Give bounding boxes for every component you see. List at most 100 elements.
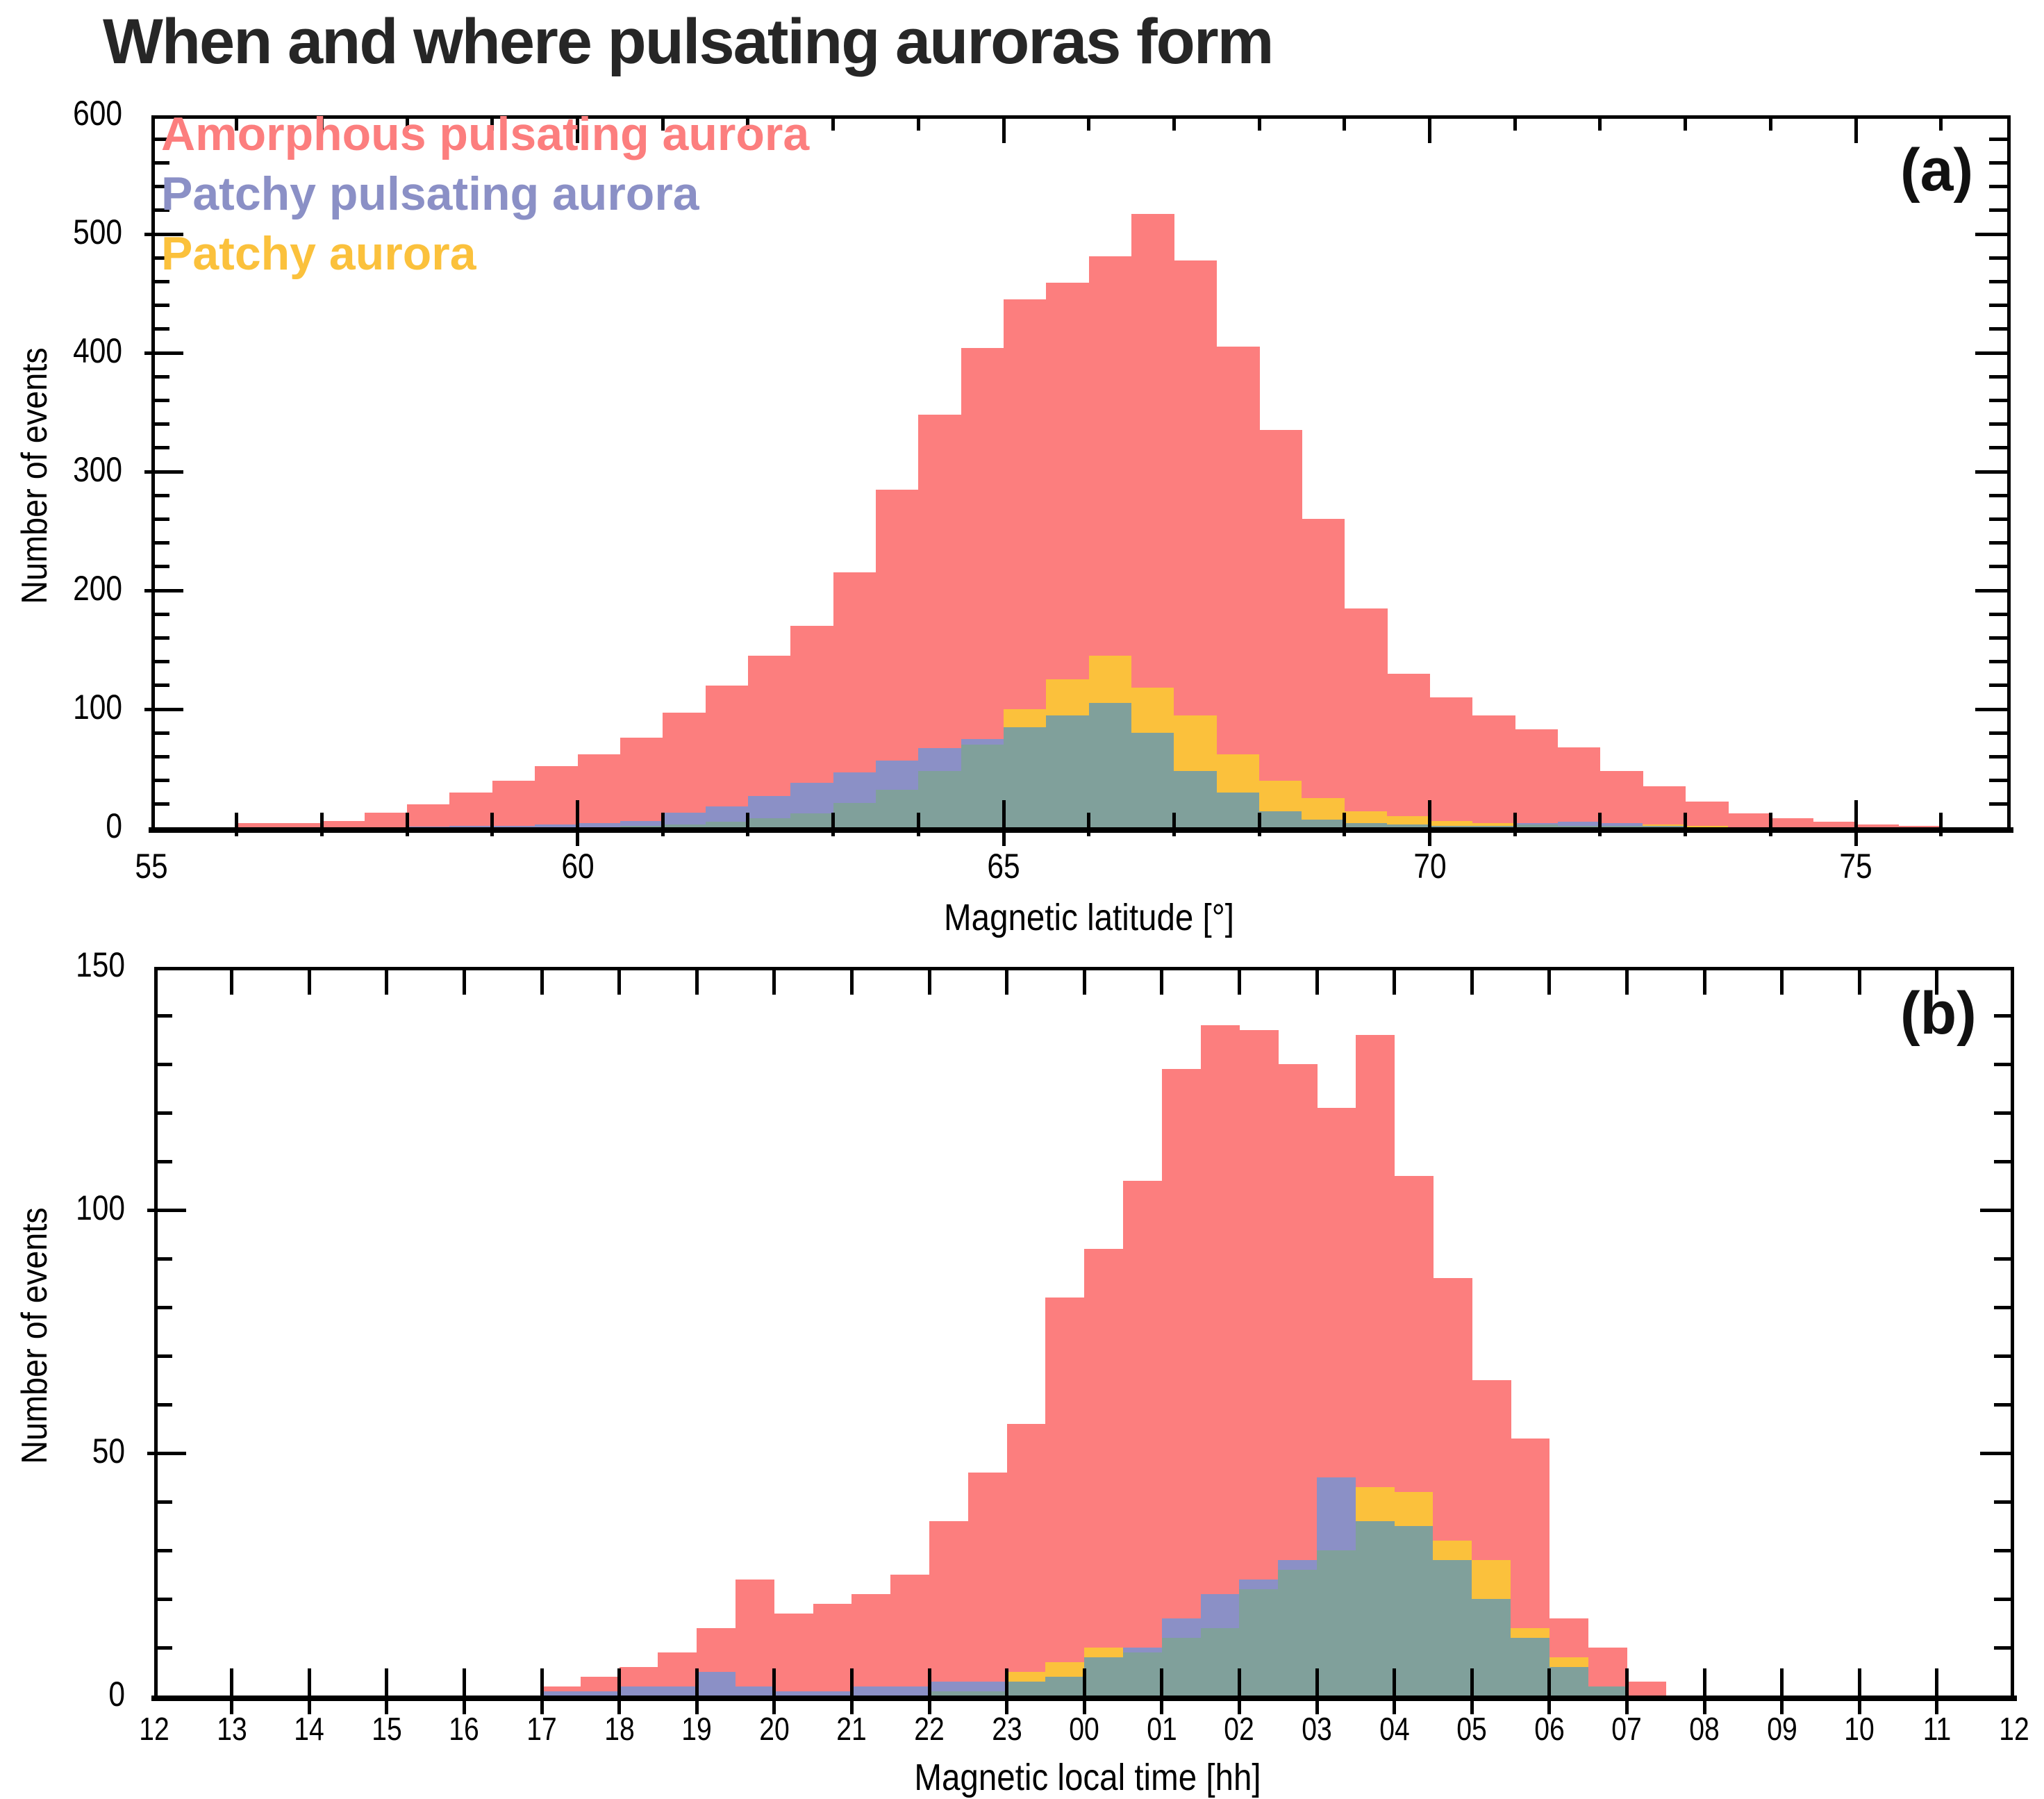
bar-patchy-pulsating	[851, 1686, 891, 1696]
y-tick-right	[1989, 754, 2007, 758]
bar-overlap	[1174, 770, 1218, 828]
bar-patchy-pulsating	[658, 1686, 697, 1696]
x-tick	[927, 1668, 931, 1714]
y-tick-right	[1994, 1548, 2012, 1552]
bar-overlap	[967, 1691, 1008, 1696]
bar-patchy-pulsating	[813, 1691, 852, 1696]
bar-overlap	[1549, 1667, 1589, 1696]
bar-amorphous	[1006, 1424, 1046, 1696]
bar-amorphous	[1084, 1249, 1124, 1696]
y-tick	[151, 754, 169, 758]
y-tick-label: 600	[73, 94, 122, 133]
bar-overlap	[1216, 792, 1260, 828]
y-tick	[154, 1500, 172, 1504]
x-tick	[1598, 813, 1602, 836]
x-tick	[1939, 813, 1943, 836]
y-tick-label: 200	[73, 569, 122, 608]
y-tick	[151, 304, 169, 308]
x-tick-label: 60	[560, 847, 595, 886]
bar-patchy-pulsating	[535, 824, 579, 828]
y-tick-label: 150	[76, 945, 125, 984]
y-tick	[151, 256, 169, 260]
y-tick-right	[1989, 304, 2007, 308]
bar-amorphous	[1200, 1025, 1240, 1696]
bar-amorphous	[1123, 1181, 1163, 1696]
x-tick	[1393, 1668, 1397, 1714]
x-tick-top	[1598, 115, 1602, 131]
x-tick	[695, 1668, 699, 1714]
y-tick-right	[1989, 137, 2007, 141]
x-tick	[1625, 1668, 1629, 1714]
bar-amorphous	[929, 1521, 969, 1696]
x-tick	[1160, 1668, 1164, 1714]
x-tick-label: 18	[604, 1711, 635, 1747]
y-tick	[151, 660, 169, 664]
bar-patchy-pulsating	[492, 825, 535, 828]
y-tick-right	[1989, 565, 2007, 569]
x-tick	[660, 813, 665, 836]
x-tick	[462, 1668, 466, 1714]
x-tick-label: 07	[1611, 1711, 1643, 1747]
bar-overlap	[1200, 1628, 1240, 1696]
x-tick-label: 04	[1379, 1711, 1410, 1747]
bar-overlap	[1429, 825, 1473, 828]
x-tick	[235, 813, 239, 836]
y-tick	[151, 779, 169, 783]
panel-b-letter: (b)	[1900, 980, 1977, 1047]
bar-patchy	[1429, 820, 1473, 828]
bar-overlap	[875, 790, 919, 828]
y-tick	[154, 1257, 172, 1261]
bar-overlap	[1259, 811, 1303, 828]
y-tick	[144, 470, 183, 474]
x-tick-top	[1237, 967, 1241, 995]
bar-patchy-pulsating	[542, 1691, 581, 1696]
x-tick-top	[916, 115, 920, 131]
x-tick-label: 12	[139, 1711, 169, 1747]
x-tick	[1082, 1668, 1086, 1714]
y-tick	[151, 398, 169, 402]
panel-b-x-title: Magnetic local time [hh]	[914, 1757, 1261, 1798]
y-tick	[147, 1208, 186, 1212]
x-tick	[1547, 1668, 1552, 1714]
y-tick-right	[1989, 802, 2007, 806]
x-tick-top	[1702, 967, 1706, 995]
y-tick-right	[1994, 1500, 2012, 1504]
y-tick-right	[1989, 517, 2007, 521]
y-tick-right	[1989, 660, 2007, 664]
x-tick-top	[490, 115, 495, 131]
bar-amorphous	[236, 823, 280, 828]
y-tick	[151, 541, 169, 545]
y-tick	[151, 493, 169, 497]
x-tick	[405, 813, 409, 836]
x-tick	[772, 1668, 776, 1714]
x-tick-label: 22	[914, 1711, 945, 1747]
x-tick	[490, 813, 495, 836]
legend-item-amorphous: Amorphous pulsating aurora	[161, 108, 810, 160]
bar-overlap	[1433, 1560, 1472, 1696]
y-tick	[154, 1645, 172, 1650]
bar-overlap	[747, 818, 791, 828]
x-tick-top	[1547, 967, 1552, 995]
x-tick	[1343, 813, 1347, 836]
y-tick	[151, 802, 169, 806]
y-tick-right	[1994, 1111, 2012, 1115]
y-tick-right	[1989, 612, 2007, 616]
y-tick-label: 0	[108, 1675, 125, 1714]
x-tick	[385, 1668, 389, 1714]
bar-overlap	[620, 825, 663, 828]
bar-overlap	[1131, 733, 1174, 828]
y-tick	[154, 1013, 172, 1018]
panel-a-x-axis	[149, 827, 2013, 833]
y-tick-right	[1989, 422, 2007, 426]
x-tick-label: 13	[216, 1711, 247, 1747]
x-tick-top	[1257, 115, 1261, 131]
x-tick-top	[1087, 115, 1091, 131]
bar-overlap	[1084, 1657, 1124, 1696]
x-tick-label: 01	[1147, 1711, 1177, 1747]
bar-amorphous	[322, 820, 365, 828]
bar-overlap	[1123, 1652, 1163, 1696]
x-tick-label: 21	[836, 1711, 867, 1747]
bar-overlap	[1600, 825, 1643, 828]
bar-overlap	[790, 813, 834, 828]
y-tick-label: 50	[92, 1432, 125, 1470]
